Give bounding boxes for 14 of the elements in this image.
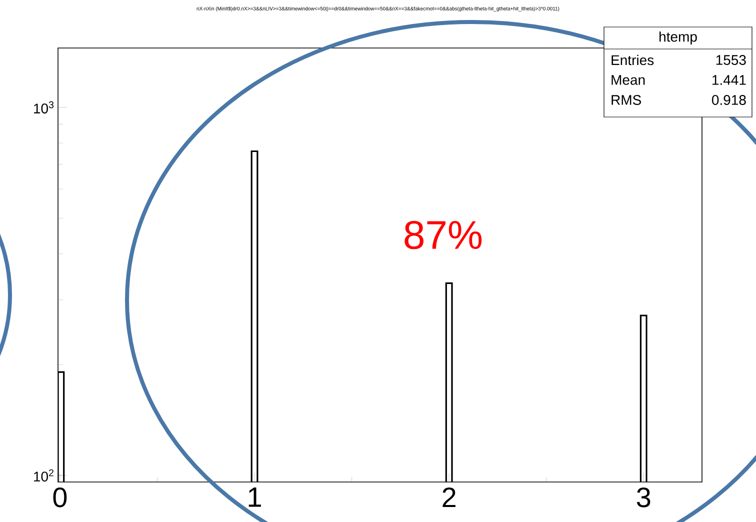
annotation: RMS xyxy=(612,95,642,105)
x-tick-label: 2 xyxy=(442,488,456,508)
y-tick-label: 10$^{3}$ xyxy=(34,101,54,114)
x-tick-label: 1 xyxy=(248,488,261,507)
text: 1.441 xyxy=(712,75,746,85)
y-tick-label: 10$^{2}$ xyxy=(34,469,54,482)
text: htemp xyxy=(660,31,697,45)
x-tick-label: 0 xyxy=(53,488,67,508)
text: 0.918 xyxy=(712,95,746,105)
x-tick-label: 3 xyxy=(636,488,650,508)
annotation: 87% xyxy=(404,220,482,250)
text: 1553 xyxy=(716,55,746,65)
annotation: Mean xyxy=(612,75,645,85)
annotation: Entries xyxy=(612,54,654,66)
